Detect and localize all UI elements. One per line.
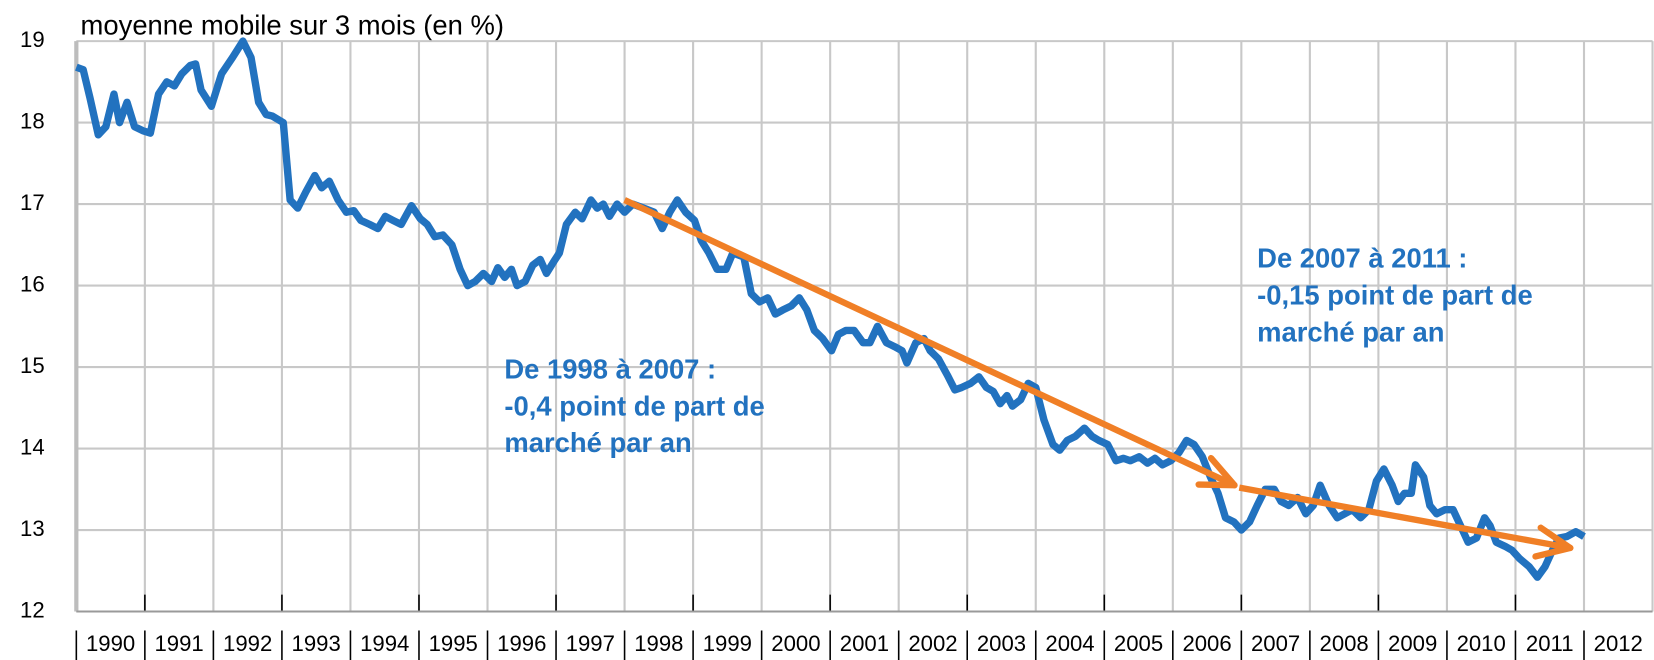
y-tick-label: 19 [20,27,45,52]
arrow-head [1195,481,1238,489]
x-tick-label: 2004 [1045,631,1094,656]
annotation: De 1998 à 2007 : [504,353,716,384]
y-tick-label: 13 [20,516,45,541]
data-line [75,37,1586,581]
annotation: marché par an [504,427,691,458]
x-tick-label: 1990 [86,631,135,656]
x-tick-label: 2010 [1457,631,1506,656]
x-tick-label: 1993 [292,631,341,656]
trend-arrow [1238,484,1571,552]
annotation: -0,15 point de part de [1257,280,1533,311]
x-tick-label: 1991 [155,631,204,656]
x-tick-label: 2000 [771,631,820,656]
x-tick-label: 2001 [840,631,889,656]
x-tick-label: 1992 [223,631,272,656]
arrow-head [1532,544,1574,560]
y-tick-label: 18 [20,108,45,133]
x-tick-label: 2002 [908,631,957,656]
y-tick-label: 15 [20,353,45,378]
x-tick-label: 2005 [1114,631,1163,656]
x-tick-label: 2012 [1594,631,1643,656]
x-tick-label: 1995 [429,631,478,656]
annotation: marché par an [1257,316,1444,347]
x-tick-label: 1994 [360,631,409,656]
chart-title: moyenne mobile sur 3 mois (en %) [81,10,504,41]
x-tick-label: 1999 [703,631,752,656]
arrow-head [1537,524,1574,552]
x-tick-label: 1998 [634,631,683,656]
x-tick-label: 2006 [1182,631,1231,656]
arrow-head [1207,454,1238,489]
x-tick-label: 2003 [977,631,1026,656]
x-tick-label: 1996 [497,631,546,656]
y-tick-label: 16 [20,271,45,296]
annotation: -0,4 point de part de [504,390,764,421]
x-tick-label: 2008 [1320,631,1369,656]
x-tick-label: 1997 [566,631,615,656]
x-tick-label: 2011 [1526,631,1574,656]
annotation: De 2007 à 2011 : [1257,243,1467,274]
y-tick-label: 14 [20,434,45,459]
x-tick-label: 2007 [1251,631,1300,656]
y-tick-label: 12 [20,597,45,622]
y-tick-label: 17 [20,190,45,215]
trend-arrow [623,197,1236,489]
x-tick-label: 2009 [1388,631,1437,656]
